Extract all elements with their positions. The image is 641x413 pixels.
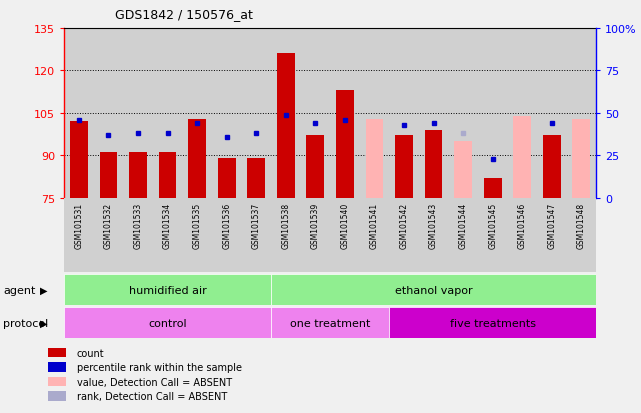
Text: GSM101543: GSM101543 <box>429 202 438 248</box>
Bar <box>242 198 271 273</box>
Text: control: control <box>148 318 187 328</box>
Bar <box>123 198 153 273</box>
Bar <box>301 29 330 198</box>
Text: GSM101544: GSM101544 <box>458 202 468 248</box>
Bar <box>99 153 117 198</box>
Bar <box>64 308 271 339</box>
Text: one treatment: one treatment <box>290 318 370 328</box>
Text: GSM101531: GSM101531 <box>74 202 83 248</box>
Bar <box>543 136 561 198</box>
Text: percentile rank within the sample: percentile rank within the sample <box>77 363 242 373</box>
Bar <box>448 29 478 198</box>
Text: protocol: protocol <box>3 318 49 328</box>
Text: GSM101532: GSM101532 <box>104 202 113 248</box>
Text: count: count <box>77 348 104 358</box>
Bar <box>567 198 596 273</box>
Bar <box>508 198 537 273</box>
Text: ▶: ▶ <box>40 285 48 295</box>
Text: GSM101535: GSM101535 <box>192 202 202 248</box>
Text: GSM101538: GSM101538 <box>281 202 290 248</box>
Text: GDS1842 / 150576_at: GDS1842 / 150576_at <box>115 8 253 21</box>
Bar <box>537 198 567 273</box>
Bar <box>484 178 501 198</box>
Text: GSM101542: GSM101542 <box>399 202 408 248</box>
Bar <box>330 29 360 198</box>
Text: GSM101533: GSM101533 <box>133 202 142 248</box>
Bar <box>123 29 153 198</box>
Bar <box>478 29 508 198</box>
Bar <box>277 54 295 198</box>
Bar <box>395 136 413 198</box>
Text: GSM101534: GSM101534 <box>163 202 172 248</box>
Text: GSM101541: GSM101541 <box>370 202 379 248</box>
Bar <box>182 198 212 273</box>
Bar <box>242 29 271 198</box>
Bar <box>567 29 596 198</box>
Bar <box>129 153 147 198</box>
Bar <box>336 91 354 198</box>
Bar <box>271 275 596 306</box>
Text: GSM101540: GSM101540 <box>340 202 349 248</box>
Bar <box>513 116 531 198</box>
Bar <box>159 153 176 198</box>
Bar <box>64 198 94 273</box>
Bar <box>212 29 242 198</box>
Text: five treatments: five treatments <box>450 318 536 328</box>
Text: GSM101546: GSM101546 <box>518 202 527 248</box>
Text: GSM101547: GSM101547 <box>547 202 556 248</box>
Text: value, Detection Call = ABSENT: value, Detection Call = ABSENT <box>77 377 232 387</box>
Bar <box>188 119 206 198</box>
Bar <box>330 198 360 273</box>
Bar <box>94 29 123 198</box>
Bar <box>508 29 537 198</box>
Bar <box>271 198 301 273</box>
Bar <box>212 198 242 273</box>
Bar <box>425 131 442 198</box>
Bar <box>537 29 567 198</box>
Bar <box>247 159 265 198</box>
Bar <box>454 142 472 198</box>
Text: agent: agent <box>3 285 36 295</box>
Text: GSM101548: GSM101548 <box>577 202 586 248</box>
Bar <box>360 29 389 198</box>
Bar <box>389 198 419 273</box>
Bar <box>365 119 383 198</box>
Bar <box>70 122 88 198</box>
Bar <box>478 198 508 273</box>
Bar <box>419 29 448 198</box>
Bar <box>64 29 94 198</box>
Text: GSM101536: GSM101536 <box>222 202 231 248</box>
Bar <box>572 119 590 198</box>
Text: GSM101539: GSM101539 <box>311 202 320 248</box>
Text: GSM101537: GSM101537 <box>252 202 261 248</box>
Bar <box>64 275 271 306</box>
Bar <box>271 308 389 339</box>
Bar <box>448 198 478 273</box>
Bar <box>389 308 596 339</box>
Bar <box>419 198 448 273</box>
Bar <box>301 198 330 273</box>
Bar <box>94 198 123 273</box>
Text: rank, Detection Call = ABSENT: rank, Detection Call = ABSENT <box>77 392 227 401</box>
Bar <box>271 29 301 198</box>
Text: GSM101545: GSM101545 <box>488 202 497 248</box>
Bar <box>218 159 235 198</box>
Text: ethanol vapor: ethanol vapor <box>395 285 472 295</box>
Bar <box>306 136 324 198</box>
Bar <box>389 29 419 198</box>
Bar <box>182 29 212 198</box>
Bar <box>153 198 182 273</box>
Text: humidified air: humidified air <box>129 285 206 295</box>
Bar <box>360 198 389 273</box>
Bar <box>153 29 182 198</box>
Text: ▶: ▶ <box>40 318 48 328</box>
